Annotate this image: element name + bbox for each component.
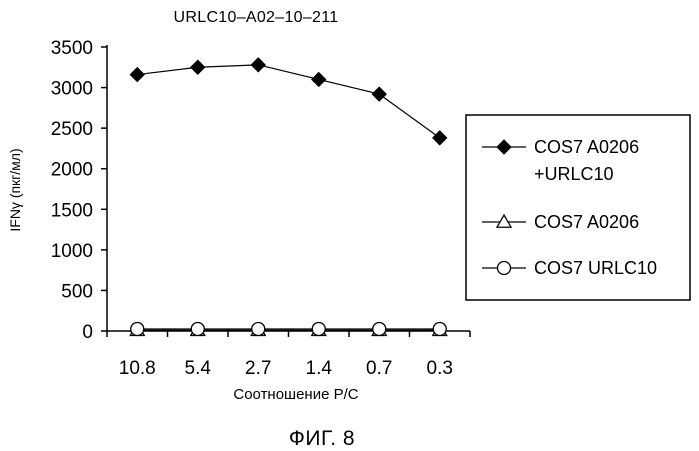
series-line-1 <box>137 65 440 138</box>
data-point-series-3 <box>373 322 386 335</box>
data-point-series-3 <box>312 322 325 335</box>
legend: COS7 A0206 +URLC10 COS7 A0206 COS7 URLC10 <box>466 115 690 300</box>
x-tick-label: 0.7 <box>366 358 392 379</box>
y-axis-label: IFNγ (пкг/мл) <box>7 148 23 231</box>
y-tick-label: 1500 <box>51 200 93 221</box>
chart-title: URLC10–A02–10–211 <box>174 9 339 26</box>
data-point-series-3 <box>131 322 144 335</box>
x-tick-label: 0.3 <box>427 358 453 379</box>
legend-label: COS7 A0206 <box>534 212 639 232</box>
y-tick-label: 3000 <box>51 79 93 100</box>
legend-label: +URLC10 <box>534 164 614 184</box>
y-tick-label: 2500 <box>51 119 93 140</box>
plot-area: 0 500 1000 1500 2000 2500 3000 3500 10.8 5.4 2.7 1.… <box>51 38 470 379</box>
data-point-series-3 <box>252 322 265 335</box>
figure-caption: ФИГ. 8 <box>289 427 355 450</box>
data-point-series-1 <box>433 131 447 145</box>
x-axis-label: Соотношение P/C <box>233 386 358 403</box>
data-point-series-3 <box>433 322 446 335</box>
x-tick-label: 2.7 <box>245 358 271 379</box>
data-point-series-1 <box>372 87 386 101</box>
y-tick-label: 500 <box>61 281 93 302</box>
y-tick-label: 3500 <box>51 38 93 59</box>
data-point-series-1 <box>191 60 205 74</box>
legend-marker-circle-icon <box>498 262 511 275</box>
x-tick-label: 10.8 <box>119 358 156 379</box>
data-point-series-1 <box>312 72 326 86</box>
x-tick-label: 5.4 <box>185 358 212 379</box>
y-tick-label: 0 <box>82 322 93 343</box>
y-tick-label: 2000 <box>51 160 93 181</box>
legend-label: COS7 A0206 <box>534 137 639 157</box>
data-point-series-3 <box>191 322 204 335</box>
data-point-series-1 <box>251 58 265 72</box>
legend-label: COS7 URLC10 <box>534 258 657 278</box>
y-tick-label: 1000 <box>51 241 93 262</box>
data-point-series-1 <box>130 68 144 82</box>
x-tick-label: 1.4 <box>306 358 333 379</box>
